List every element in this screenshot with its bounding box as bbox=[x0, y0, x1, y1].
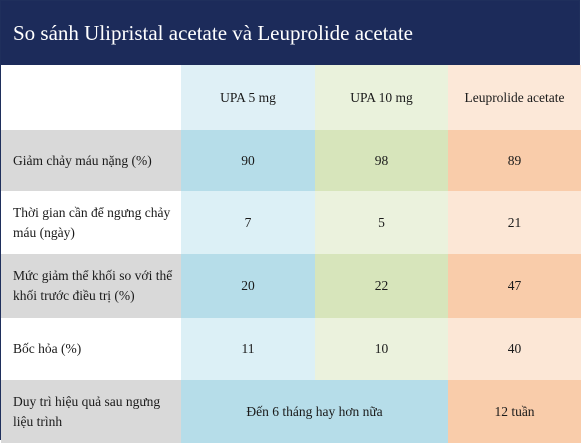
header-empty-cell bbox=[1, 65, 181, 130]
cell-upa5: 11 bbox=[181, 318, 315, 380]
cell-leuprolide: 40 bbox=[448, 318, 581, 380]
cell-leuprolide: 21 bbox=[448, 191, 581, 254]
row-label: Bốc hỏa (%) bbox=[1, 318, 181, 380]
cell-upa-merged: Đến 6 tháng hay hơn nữa bbox=[181, 380, 448, 443]
cell-leuprolide: 47 bbox=[448, 254, 581, 318]
cell-upa5: 90 bbox=[181, 130, 315, 191]
row-label: Mức giảm thể khối so với thể khối trước … bbox=[1, 254, 181, 318]
cell-upa10: 10 bbox=[315, 318, 448, 380]
cell-upa5: 20 bbox=[181, 254, 315, 318]
table-row: Thời gian cần để ngưng chảy máu (ngày) 7… bbox=[1, 191, 581, 254]
cell-upa10: 5 bbox=[315, 191, 448, 254]
row-label: Giảm chảy máu nặng (%) bbox=[1, 130, 181, 191]
column-header-leuprolide: Leuprolide acetate bbox=[448, 65, 581, 130]
cell-upa5: 7 bbox=[181, 191, 315, 254]
column-header-upa10: UPA 10 mg bbox=[315, 65, 448, 130]
cell-upa10: 22 bbox=[315, 254, 448, 318]
comparison-table: UPA 5 mg UPA 10 mg Leuprolide acetate Gi… bbox=[1, 65, 581, 443]
column-header-upa5: UPA 5 mg bbox=[181, 65, 315, 130]
row-label: Thời gian cần để ngưng chảy máu (ngày) bbox=[1, 191, 181, 254]
table-row: Giảm chảy máu nặng (%) 90 98 89 bbox=[1, 130, 581, 191]
row-label: Duy trì hiệu quả sau ngưng liệu trình bbox=[1, 380, 181, 443]
table-row: Mức giảm thể khối so với thể khối trước … bbox=[1, 254, 581, 318]
table-row: Duy trì hiệu quả sau ngưng liệu trình Đế… bbox=[1, 380, 581, 443]
cell-upa10: 98 bbox=[315, 130, 448, 191]
slide-title: So sánh Ulipristal acetate và Leuprolide… bbox=[1, 1, 579, 65]
table-row: Bốc hỏa (%) 11 10 40 bbox=[1, 318, 581, 380]
cell-leuprolide: 89 bbox=[448, 130, 581, 191]
cell-leuprolide: 12 tuần bbox=[448, 380, 581, 443]
table-header-row: UPA 5 mg UPA 10 mg Leuprolide acetate bbox=[1, 65, 581, 130]
